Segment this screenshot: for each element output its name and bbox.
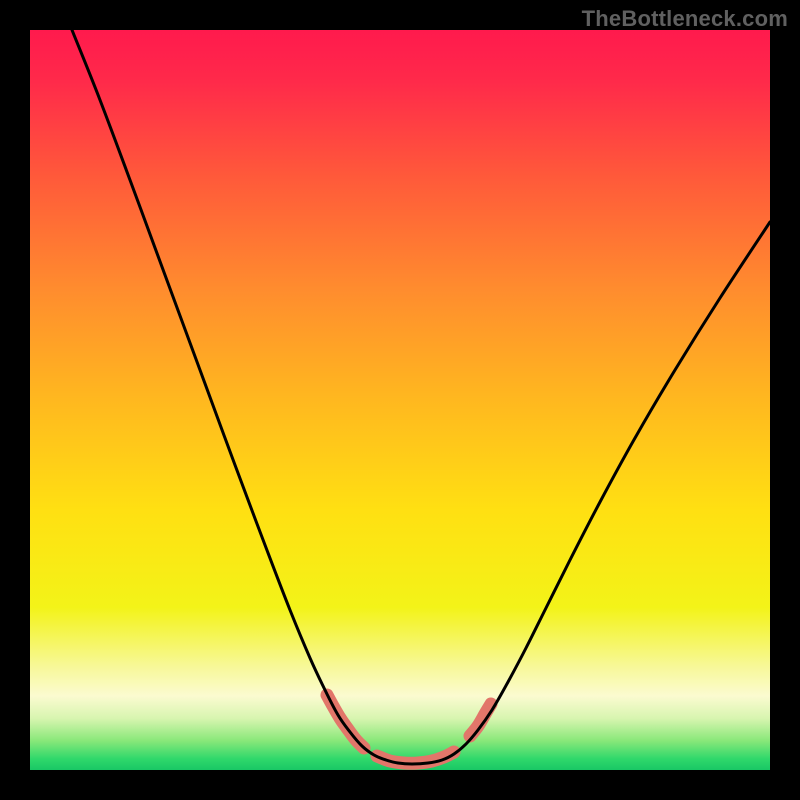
chart-frame: TheBottleneck.com bbox=[0, 0, 800, 800]
attribution-text: TheBottleneck.com bbox=[582, 6, 788, 32]
marker-group bbox=[327, 695, 491, 763]
plot-svg bbox=[30, 30, 770, 770]
plot-area bbox=[30, 30, 770, 770]
bottleneck-curve bbox=[72, 30, 770, 764]
marker-segment-2 bbox=[470, 704, 491, 736]
